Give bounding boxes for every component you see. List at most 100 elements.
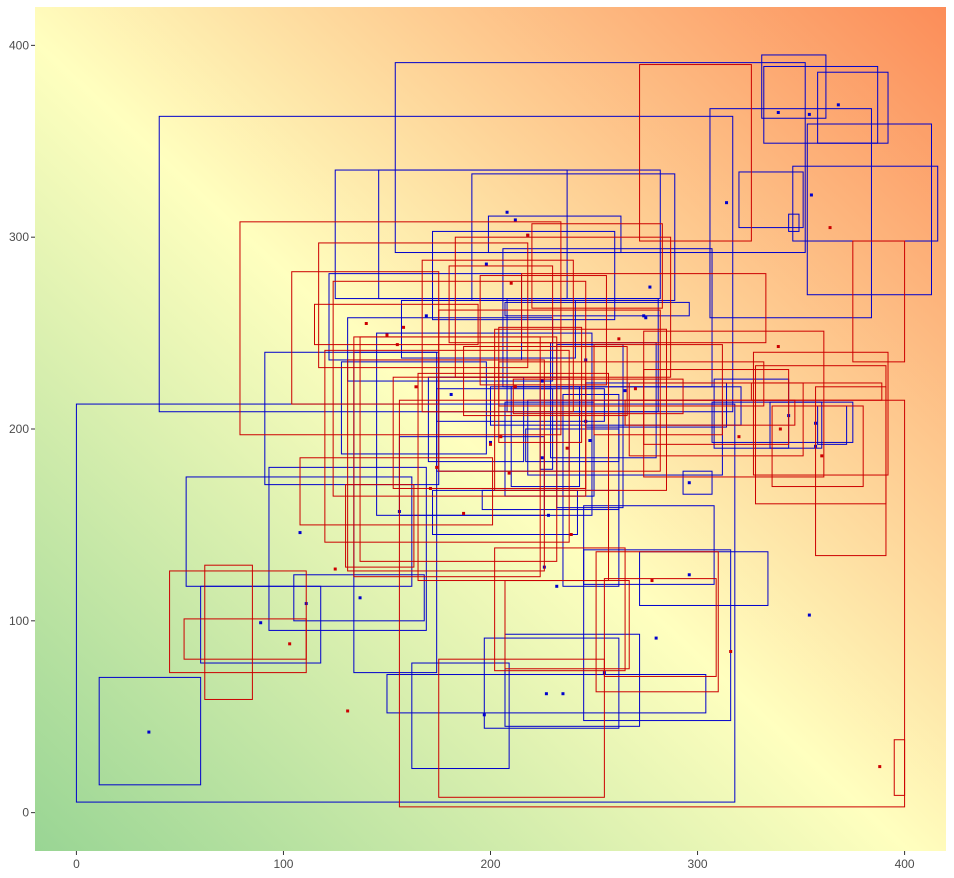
- red-point: [462, 511, 466, 515]
- blue-point: [540, 379, 544, 383]
- blue-point: [561, 692, 565, 696]
- red-rectangle: [324, 349, 570, 543]
- blue-rectangle: [504, 633, 641, 727]
- red-rectangle: [204, 564, 253, 700]
- red-point: [346, 709, 350, 713]
- x-tick-label: 100: [273, 857, 293, 871]
- red-rectangle: [771, 405, 864, 488]
- red-rectangle: [239, 221, 562, 436]
- blue-point: [298, 531, 302, 535]
- red-point: [828, 226, 832, 230]
- y-tick-label: 0: [22, 806, 29, 820]
- blue-point: [546, 513, 550, 517]
- blue-point: [807, 613, 811, 617]
- red-rectangle: [494, 328, 667, 491]
- red-rectangle: [512, 378, 684, 415]
- red-point: [776, 345, 780, 349]
- blue-point: [725, 201, 729, 205]
- blue-point: [544, 692, 548, 696]
- blue-rectangle: [504, 301, 690, 317]
- y-tick-label: 200: [9, 422, 29, 436]
- blue-point: [642, 314, 646, 318]
- blue-rectangle: [806, 123, 933, 296]
- blue-point: [147, 730, 151, 734]
- red-point: [507, 471, 511, 475]
- blue-point: [358, 596, 362, 600]
- blue-rectangle: [761, 54, 827, 119]
- red-point: [526, 233, 530, 237]
- red-rectangle: [353, 336, 541, 578]
- blue-point: [687, 481, 691, 485]
- red-point: [428, 486, 432, 490]
- y-tick-label: 400: [9, 38, 29, 52]
- blue-point: [648, 285, 652, 289]
- red-point: [364, 322, 368, 325]
- blue-rectangle: [334, 169, 661, 300]
- blue-rectangle: [738, 171, 804, 229]
- red-point: [489, 442, 492, 446]
- red-point: [402, 325, 406, 329]
- red-point: [509, 281, 513, 285]
- red-rectangle: [438, 309, 661, 472]
- red-point: [633, 387, 637, 391]
- blue-point: [505, 210, 509, 214]
- blue-point: [449, 392, 453, 396]
- red-point: [778, 427, 782, 431]
- red-point: [288, 642, 292, 646]
- blue-point: [259, 621, 263, 625]
- blue-rectangle: [583, 549, 732, 722]
- blue-point: [540, 456, 544, 460]
- blue-rectangle: [709, 108, 872, 319]
- blue-point: [484, 262, 488, 266]
- red-rectangle: [183, 618, 307, 660]
- blue-rectangle: [817, 71, 889, 144]
- red-rectangle: [639, 64, 752, 242]
- red-point: [414, 385, 418, 389]
- blue-rectangle: [185, 476, 413, 587]
- red-rectangle: [852, 240, 906, 363]
- red-point: [513, 385, 517, 389]
- red-point: [385, 333, 389, 337]
- red-rectangle: [299, 457, 494, 526]
- red-rectangle: [893, 739, 906, 796]
- red-rectangle: [345, 484, 415, 568]
- x-tick-label: 200: [480, 857, 500, 871]
- blue-rectangle: [340, 361, 487, 455]
- blue-point: [588, 439, 592, 443]
- blue-point: [836, 103, 840, 107]
- blue-point: [424, 314, 428, 318]
- blue-rectangle: [98, 676, 202, 786]
- red-point: [499, 435, 503, 439]
- blue-rectangle: [411, 662, 510, 770]
- red-rectangle: [752, 351, 889, 476]
- red-rectangle: [318, 242, 529, 369]
- blue-rectangle: [788, 213, 800, 232]
- red-point: [737, 435, 741, 439]
- red-rectangle: [494, 547, 626, 672]
- blue-point: [807, 112, 811, 116]
- blue-point: [482, 713, 486, 717]
- blue-rectangle: [682, 470, 713, 495]
- plot-panel: [35, 7, 946, 851]
- red-point: [820, 454, 824, 458]
- red-rectangle: [438, 658, 605, 798]
- red-rectangle: [448, 265, 554, 344]
- x-axis: 0 100 200 300 400: [73, 851, 915, 871]
- blue-rectangle: [711, 401, 854, 443]
- blue-point: [623, 389, 627, 393]
- red-rectangle: [815, 386, 887, 557]
- x-tick-label: 0: [73, 857, 80, 871]
- red-rectangle: [643, 369, 790, 445]
- red-rectangle: [628, 382, 804, 457]
- red-point: [617, 337, 621, 341]
- blue-point: [809, 193, 813, 197]
- red-point: [650, 579, 654, 583]
- blue-point: [654, 636, 658, 640]
- red-point: [878, 765, 882, 769]
- y-tick-label: 100: [9, 614, 29, 628]
- blue-point: [489, 440, 492, 444]
- blue-rectangle: [487, 215, 622, 254]
- blue-point: [513, 218, 517, 222]
- red-rectangle: [347, 359, 545, 572]
